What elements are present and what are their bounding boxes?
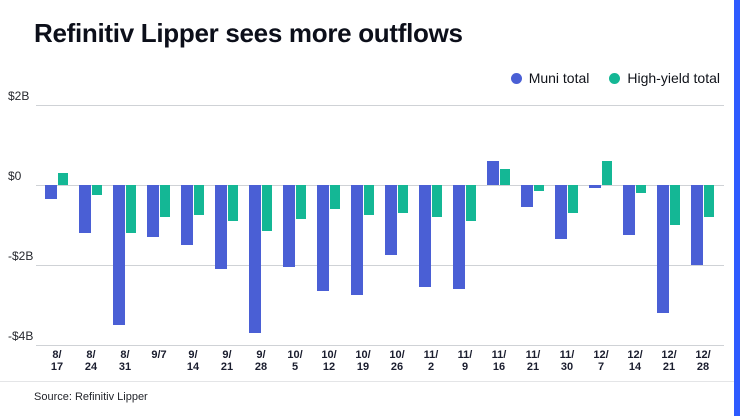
high-yield-bar-9/7 [160,185,170,217]
x-axis-label-8/17: 8/17 [50,349,64,373]
high-yield-bar-10/19 [364,185,374,215]
high-yield-bar-12/14 [636,185,646,193]
muni-bar-12/21 [657,185,669,313]
gridline [36,345,724,346]
y-axis-tick-label: $0 [8,169,22,183]
x-axis-label-9/14: 9/14 [186,349,200,373]
legend-label: High-yield total [627,70,720,86]
muni-bar-10/12 [317,185,329,291]
x-axis-label-9/28: 9/28 [254,349,268,373]
x-axis-label-10/12: 10/12 [321,349,337,373]
high-yield-bar-9/21 [228,185,238,221]
legend-item: High-yield total [609,70,720,86]
gridline [36,185,724,186]
muni-bar-12/14 [623,185,635,235]
plot-area [40,105,720,345]
right-accent-stripe [734,0,740,416]
legend-label: Muni total [528,70,590,86]
x-axis-label-10/26: 10/26 [389,349,405,373]
high-yield-bar-12/21 [670,185,680,225]
muni-bar-8/17 [45,185,57,199]
muni-bar-10/19 [351,185,363,295]
high-yield-bar-8/31 [126,185,136,233]
high-yield-bar-11/2 [432,185,442,217]
muni-bar-12/7 [589,185,601,189]
high-yield-bar-11/9 [466,185,476,221]
high-yield-bar-10/12 [330,185,340,209]
x-axis-label-9/21: 9/21 [220,349,234,373]
x-axis-label-8/31: 8/31 [118,349,132,373]
gridline [36,105,724,106]
high-yield-bar-10/26 [398,185,408,213]
legend-item: Muni total [510,70,590,86]
muni-bar-10/5 [283,185,295,267]
x-axis-label-12/28: 12/28 [695,349,711,373]
muni-bar-11/30 [555,185,567,239]
y-axis-tick-label: $2B [8,89,30,103]
muni-bar-11/2 [419,185,431,287]
x-axis-label-11/16: 11/16 [491,349,507,373]
high-yield-bar-9/28 [262,185,272,231]
x-axis-label-11/9: 11/9 [457,349,473,373]
muni-bar-10/26 [385,185,397,255]
muni-bar-11/21 [521,185,533,207]
muni-bar-11/9 [453,185,465,289]
high-yield-bar-9/14 [194,185,204,215]
high-yield-bar-12/7 [602,161,612,185]
gridline [36,265,724,266]
source-note: Source: Refinitiv Lipper [34,391,148,403]
chart-area: $2B $0 -$2B -$4B [0,89,726,346]
muni-bar-12/28 [691,185,703,265]
high-yield-bar-12/28 [704,185,714,217]
muni-bar-9/14 [181,185,193,245]
muni-bar-8/31 [113,185,125,325]
x-axis-label-8/24: 8/24 [84,349,98,373]
chart-legend: Muni total High-yield total [510,70,720,86]
x-axis-label-10/5: 10/5 [287,349,303,373]
bottom-divider [0,381,740,382]
x-axis-label-12/7: 12/7 [593,349,609,373]
x-axis-label-10/19: 10/19 [355,349,371,373]
muni-bar-11/16 [487,161,499,185]
x-axis-label-11/2: 11/2 [423,349,439,373]
high-yield-bar-11/30 [568,185,578,213]
x-axis-label-11/30: 11/30 [559,349,575,373]
legend-dot-icon [510,72,522,84]
high-yield-bar-8/24 [92,185,102,195]
high-yield-bar-8/17 [58,173,68,185]
x-axis-label-9/7: 9/7 [151,349,167,361]
muni-bar-9/7 [147,185,159,237]
muni-bar-9/28 [249,185,261,333]
x-axis-label-11/21: 11/21 [525,349,541,373]
chart-title: Refinitiv Lipper sees more outflows [34,18,463,48]
y-axis-tick-label: -$4B [8,329,34,343]
muni-bar-8/24 [79,185,91,233]
x-axis-labels: 8/17 8/24 8/31 9/7 9/14 9/21 9/28 10/5 10/12 10/1… [40,349,720,377]
x-axis-label-12/21: 12/21 [661,349,677,373]
muni-bar-9/21 [215,185,227,269]
x-axis-label-12/14: 12/14 [627,349,643,373]
high-yield-bar-10/5 [296,185,306,219]
y-axis-tick-label: -$2B [8,249,34,263]
legend-dot-icon [609,72,621,84]
high-yield-bar-11/21 [534,185,544,191]
high-yield-bar-11/16 [500,169,510,185]
